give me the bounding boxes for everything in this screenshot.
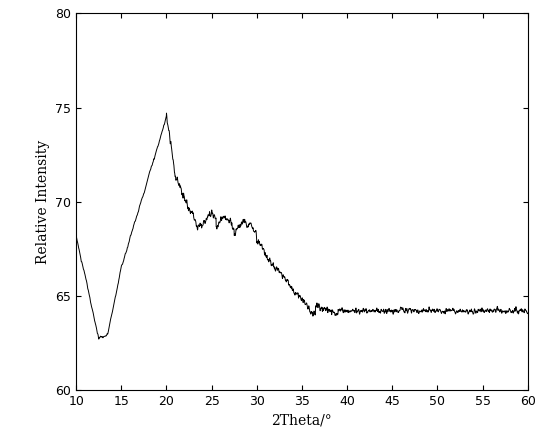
X-axis label: 2Theta/°: 2Theta/° <box>271 413 332 427</box>
Y-axis label: Relative Intensity: Relative Intensity <box>36 139 50 264</box>
